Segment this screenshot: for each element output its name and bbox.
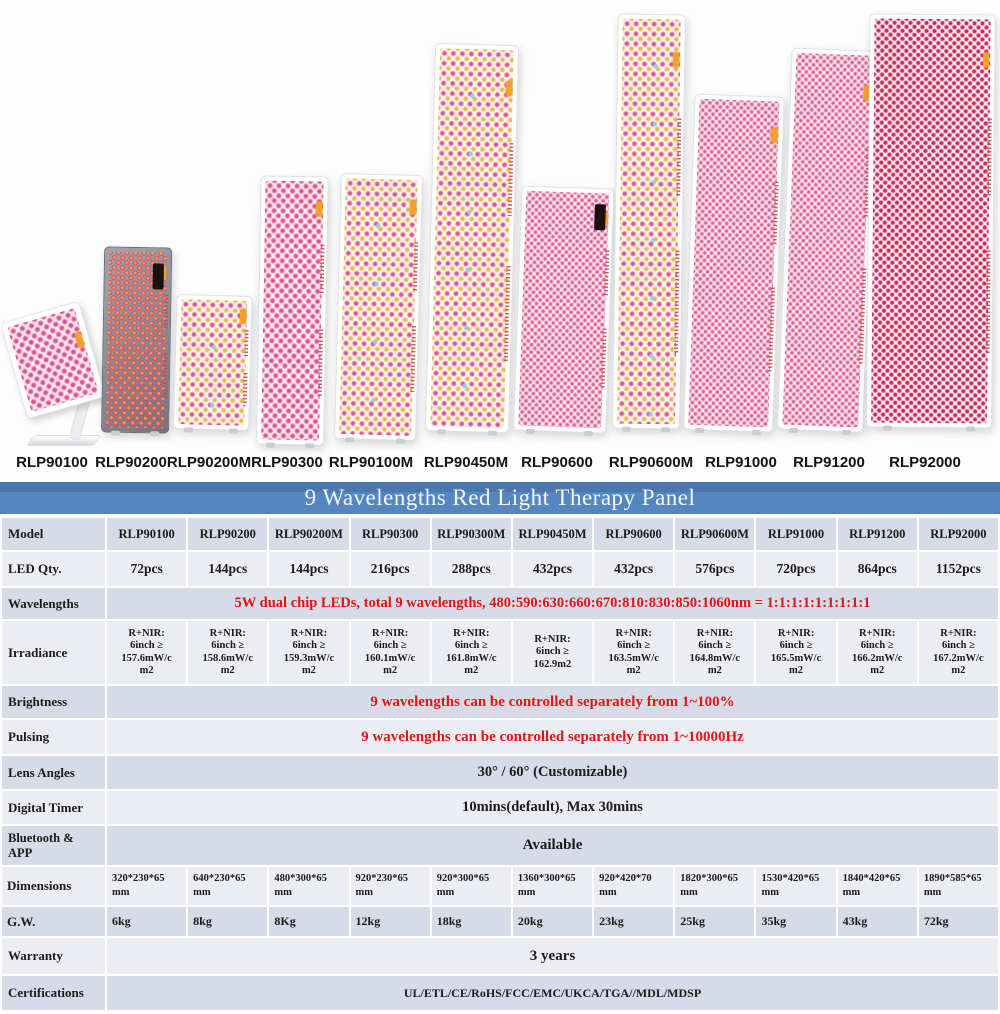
spec-table: Model RLP90100 RLP90200 RLP90200M RLP90300 RL… — [0, 516, 1000, 1012]
spec-row-label: Warranty — [2, 938, 105, 974]
spec-row-label: Dimensions — [2, 867, 105, 905]
product-label-RLP90200: RLP90200 — [95, 454, 167, 471]
spec-cell: RLP90100 — [107, 518, 187, 550]
spec-span-value: 30° / 60° (Customizable) — [107, 756, 998, 789]
spec-cell: 25kg — [675, 907, 755, 936]
spec-cell: 43kg — [837, 907, 917, 936]
spec-span-value: 9 wavelengths can be controlled separate… — [107, 686, 998, 718]
spec-cell: R+NIR: 6inch ≥ 164.8mW/c m2 — [675, 621, 755, 684]
spec-cell: R+NIR: 6inch ≥ 162.9m2 — [512, 621, 593, 684]
spec-cell: RLP90300 — [350, 518, 430, 550]
spec-cell: R+NIR: 6inch ≥ 166.2mW/c m2 — [837, 621, 917, 684]
banner-title: 9 Wavelengths Red Light Therapy Panel — [304, 485, 696, 510]
spec-span-value: 5W dual chip LEDs, total 9 wavelengths, … — [107, 588, 998, 619]
spec-cell: R+NIR: 6inch ≥ 161.8mW/c m2 — [431, 621, 511, 684]
spec-cell: RLP91000 — [756, 518, 836, 550]
spec-cell: RLP91200 — [837, 518, 917, 550]
product-label-RLP91200: RLP91200 — [793, 454, 865, 471]
product-label-RLP90100: RLP90100 — [16, 454, 88, 471]
spec-cell: R+NIR: 6inch ≥ 160.1mW/c m2 — [350, 621, 430, 684]
spec-cell: 1890*585*65 mm — [918, 867, 998, 905]
spec-row-label: Pulsing — [2, 720, 105, 754]
spec-cell: 640*230*65 mm — [188, 867, 268, 905]
spec-row-label: G.W. — [2, 907, 105, 936]
spec-row-label: Irradiance — [2, 621, 105, 684]
spec-cell: 8Kg — [269, 907, 349, 936]
spec-cell: 18kg — [431, 907, 511, 936]
spec-row-label: Lens Angles — [2, 756, 105, 789]
spec-span-value: 9 wavelengths can be controlled separate… — [107, 720, 998, 754]
spec-row-label: Certifications — [2, 976, 105, 1010]
spec-span-value: 3 years — [107, 938, 998, 974]
spec-cell: 480*300*65 mm — [269, 867, 349, 905]
spec-cell: 144pcs — [269, 552, 349, 586]
spec-cell: R+NIR: 6inch ≥ 163.5mW/c m2 — [594, 621, 674, 684]
product-label-RLP91000: RLP91000 — [705, 454, 777, 471]
spec-cell: R+NIR: 6inch ≥ 159.3mW/c m2 — [269, 621, 349, 684]
spec-cell: 320*230*65 mm — [107, 867, 187, 905]
spec-cell: RLP90300M — [431, 518, 511, 550]
spec-cell: R+NIR: 6inch ≥ 165.5mW/c m2 — [756, 621, 836, 684]
spec-cell: RLP90600M — [675, 518, 755, 550]
spec-cell: 432pcs — [594, 552, 674, 586]
spec-cell: 1152pcs — [918, 552, 998, 586]
spec-cell: 72pcs — [107, 552, 187, 586]
product-label-RLP90200M: RLP90200M — [166, 454, 252, 471]
spec-row-label: Bluetooth & APP — [2, 826, 105, 865]
spec-cell: 288pcs — [431, 552, 511, 586]
spec-cell: 6kg — [107, 907, 187, 936]
spec-cell: R+NIR: 6inch ≥ 167.2mW/c m2 — [918, 621, 998, 684]
spec-cell: 20kg — [512, 907, 593, 936]
spec-span-value: 10mins(default), Max 30mins — [107, 791, 998, 824]
spec-cell: 920*300*65 mm — [431, 867, 511, 905]
product-labels-row: RLP90100 RLP90200 RLP90200M RLP90300 RLP9010… — [0, 0, 1000, 480]
spec-cell: 432pcs — [512, 552, 593, 586]
spec-cell: 864pcs — [837, 552, 917, 586]
title-banner: 9 Wavelengths Red Light Therapy Panel — [0, 482, 1000, 514]
spec-row-label: Wavelengths — [2, 588, 105, 619]
spec-cell: R+NIR: 6inch ≥ 157.6mW/c m2 — [107, 621, 187, 684]
spec-cell: 920*230*65 mm — [350, 867, 430, 905]
spec-cell: 72kg — [918, 907, 998, 936]
spec-cell: RLP90450M — [512, 518, 593, 550]
product-label-RLP90600: RLP90600 — [521, 454, 593, 471]
product-showcase — [0, 0, 1000, 480]
spec-row-label: Model — [2, 518, 105, 550]
spec-cell: 8kg — [188, 907, 268, 936]
product-label-RLP92000: RLP92000 — [889, 454, 961, 471]
spec-cell: 1820*300*65 mm — [675, 867, 755, 905]
product-label-RLP90600M: RLP90600M — [608, 454, 694, 471]
spec-cell: 1530*420*65 mm — [756, 867, 836, 905]
spec-cell: RLP90200M — [269, 518, 349, 550]
spec-span-value: UL/ETL/CE/RoHS/FCC/EMC/UKCA/TGA//MDL/MDS… — [107, 976, 998, 1010]
spec-cell: 920*420*70 mm — [594, 867, 674, 905]
spec-cell: R+NIR: 6inch ≥ 158.6mW/c m2 — [188, 621, 268, 684]
spec-cell: 1840*420*65 mm — [837, 867, 917, 905]
spec-cell: RLP90200 — [188, 518, 268, 550]
spec-cell: 12kg — [350, 907, 430, 936]
spec-cell: 23kg — [594, 907, 674, 936]
spec-cell: RLP92000 — [918, 518, 998, 550]
spec-row-label: Brightness — [2, 686, 105, 718]
spec-cell: RLP90600 — [594, 518, 674, 550]
spec-cell: 1360*300*65 mm — [512, 867, 593, 905]
product-label-RLP90300: RLP90300 — [251, 454, 323, 471]
spec-cell: 576pcs — [675, 552, 755, 586]
spec-row-label: LED Qty. — [2, 552, 105, 586]
spec-span-value: Available — [107, 826, 998, 865]
spec-row-label: Digital Timer — [2, 791, 105, 824]
spec-cell: 144pcs — [188, 552, 268, 586]
product-label-RLP90100M: RLP90100M — [328, 454, 414, 471]
spec-cell: 216pcs — [350, 552, 430, 586]
product-label-RLP90450M: RLP90450M — [423, 454, 509, 471]
spec-cell: 35kg — [756, 907, 836, 936]
spec-cell: 720pcs — [756, 552, 836, 586]
